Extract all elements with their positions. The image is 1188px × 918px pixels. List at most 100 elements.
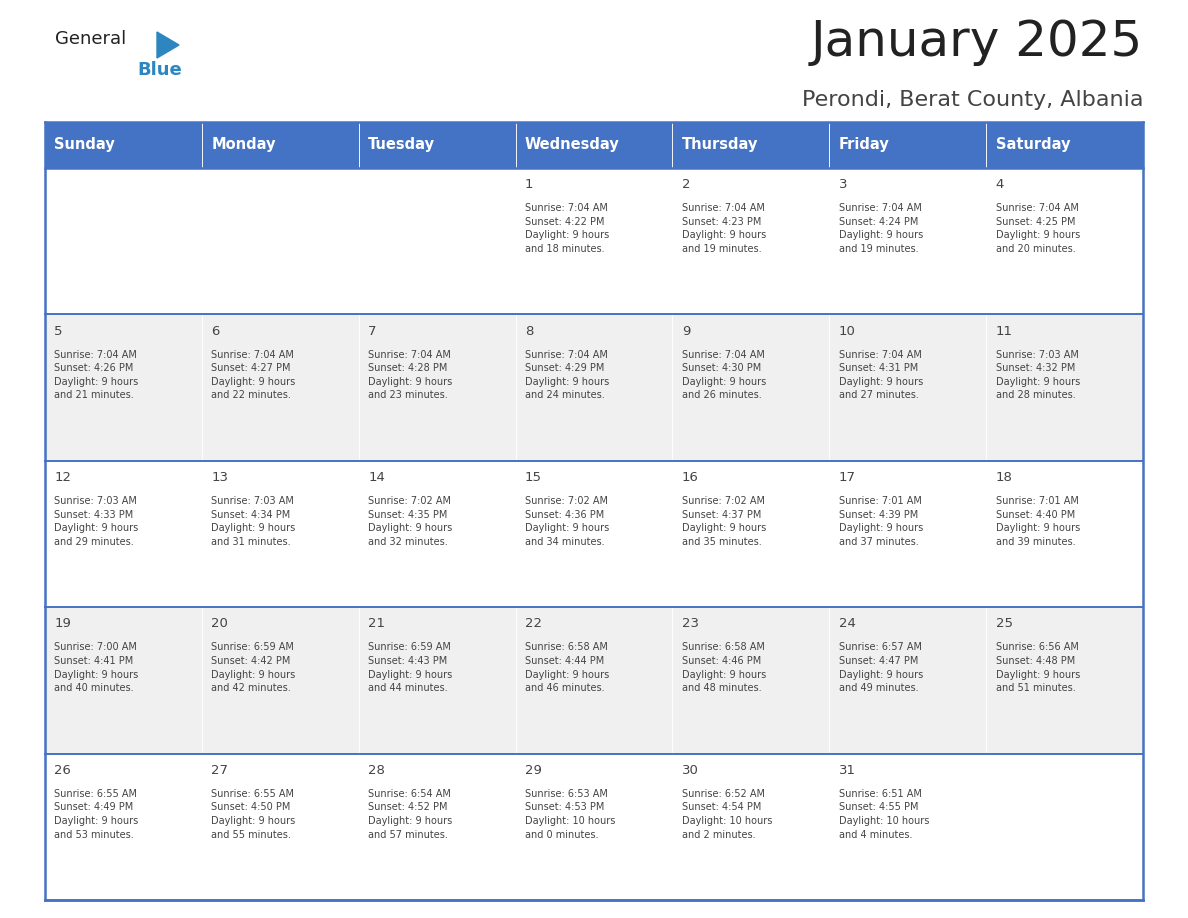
Text: Sunrise: 7:04 AM
Sunset: 4:31 PM
Daylight: 9 hours
and 27 minutes.: Sunrise: 7:04 AM Sunset: 4:31 PM Dayligh… [839,350,923,400]
Text: 21: 21 [368,618,385,631]
Text: 4: 4 [996,178,1004,191]
Bar [45,607,202,754]
Bar [202,168,359,314]
Text: Sunrise: 7:04 AM
Sunset: 4:23 PM
Daylight: 9 hours
and 19 minutes.: Sunrise: 7:04 AM Sunset: 4:23 PM Dayligh… [682,203,766,254]
Text: 26: 26 [55,764,71,777]
Bar [829,122,986,168]
Bar [516,754,672,900]
Text: Sunrise: 7:04 AM
Sunset: 4:26 PM
Daylight: 9 hours
and 21 minutes.: Sunrise: 7:04 AM Sunset: 4:26 PM Dayligh… [55,350,139,400]
Text: Thursday: Thursday [682,138,758,152]
Text: 25: 25 [996,618,1012,631]
Bar [986,461,1143,607]
Text: Saturday: Saturday [996,138,1070,152]
Text: Sunrise: 7:03 AM
Sunset: 4:32 PM
Daylight: 9 hours
and 28 minutes.: Sunrise: 7:03 AM Sunset: 4:32 PM Dayligh… [996,350,1080,400]
Text: Sunrise: 6:59 AM
Sunset: 4:42 PM
Daylight: 9 hours
and 42 minutes.: Sunrise: 6:59 AM Sunset: 4:42 PM Dayligh… [211,643,296,693]
Text: 10: 10 [839,325,855,338]
Bar [45,122,202,168]
Text: Wednesday: Wednesday [525,138,620,152]
Bar [986,122,1143,168]
Text: 13: 13 [211,471,228,484]
Bar [45,314,202,461]
Text: 22: 22 [525,618,542,631]
Text: Sunrise: 7:04 AM
Sunset: 4:29 PM
Daylight: 9 hours
and 24 minutes.: Sunrise: 7:04 AM Sunset: 4:29 PM Dayligh… [525,350,609,400]
Text: 30: 30 [682,764,699,777]
Text: 6: 6 [211,325,220,338]
Bar [672,314,829,461]
Text: Sunrise: 7:04 AM
Sunset: 4:25 PM
Daylight: 9 hours
and 20 minutes.: Sunrise: 7:04 AM Sunset: 4:25 PM Dayligh… [996,203,1080,254]
Bar [202,461,359,607]
Bar [672,122,829,168]
Text: Sunrise: 6:58 AM
Sunset: 4:44 PM
Daylight: 9 hours
and 46 minutes.: Sunrise: 6:58 AM Sunset: 4:44 PM Dayligh… [525,643,609,693]
Bar [829,461,986,607]
Bar [359,122,516,168]
Text: Sunrise: 6:52 AM
Sunset: 4:54 PM
Daylight: 10 hours
and 2 minutes.: Sunrise: 6:52 AM Sunset: 4:54 PM Dayligh… [682,789,772,840]
Text: Sunrise: 7:04 AM
Sunset: 4:24 PM
Daylight: 9 hours
and 19 minutes.: Sunrise: 7:04 AM Sunset: 4:24 PM Dayligh… [839,203,923,254]
Bar [986,314,1143,461]
Bar [986,607,1143,754]
Text: Sunrise: 6:55 AM
Sunset: 4:50 PM
Daylight: 9 hours
and 55 minutes.: Sunrise: 6:55 AM Sunset: 4:50 PM Dayligh… [211,789,296,840]
Text: Sunrise: 7:03 AM
Sunset: 4:34 PM
Daylight: 9 hours
and 31 minutes.: Sunrise: 7:03 AM Sunset: 4:34 PM Dayligh… [211,496,296,547]
Polygon shape [157,32,179,58]
Text: 29: 29 [525,764,542,777]
Text: Sunrise: 7:02 AM
Sunset: 4:35 PM
Daylight: 9 hours
and 32 minutes.: Sunrise: 7:02 AM Sunset: 4:35 PM Dayligh… [368,496,453,547]
Text: 2: 2 [682,178,690,191]
Text: 5: 5 [55,325,63,338]
Text: 24: 24 [839,618,855,631]
Bar [672,607,829,754]
Text: Sunrise: 7:01 AM
Sunset: 4:40 PM
Daylight: 9 hours
and 39 minutes.: Sunrise: 7:01 AM Sunset: 4:40 PM Dayligh… [996,496,1080,547]
Text: 28: 28 [368,764,385,777]
Text: 12: 12 [55,471,71,484]
Text: 14: 14 [368,471,385,484]
Text: 9: 9 [682,325,690,338]
Bar [672,168,829,314]
Bar [986,754,1143,900]
Bar [45,168,202,314]
Bar [202,754,359,900]
Text: Sunrise: 6:53 AM
Sunset: 4:53 PM
Daylight: 10 hours
and 0 minutes.: Sunrise: 6:53 AM Sunset: 4:53 PM Dayligh… [525,789,615,840]
Text: Sunrise: 7:00 AM
Sunset: 4:41 PM
Daylight: 9 hours
and 40 minutes.: Sunrise: 7:00 AM Sunset: 4:41 PM Dayligh… [55,643,139,693]
Text: Perondi, Berat County, Albania: Perondi, Berat County, Albania [802,90,1143,110]
Text: 18: 18 [996,471,1012,484]
Text: Sunday: Sunday [55,138,115,152]
Text: Sunrise: 6:59 AM
Sunset: 4:43 PM
Daylight: 9 hours
and 44 minutes.: Sunrise: 6:59 AM Sunset: 4:43 PM Dayligh… [368,643,453,693]
Text: Sunrise: 7:04 AM
Sunset: 4:22 PM
Daylight: 9 hours
and 18 minutes.: Sunrise: 7:04 AM Sunset: 4:22 PM Dayligh… [525,203,609,254]
Text: 16: 16 [682,471,699,484]
Text: 11: 11 [996,325,1012,338]
Text: Sunrise: 7:04 AM
Sunset: 4:30 PM
Daylight: 9 hours
and 26 minutes.: Sunrise: 7:04 AM Sunset: 4:30 PM Dayligh… [682,350,766,400]
Bar [45,754,202,900]
Bar [829,607,986,754]
Text: Sunrise: 6:51 AM
Sunset: 4:55 PM
Daylight: 10 hours
and 4 minutes.: Sunrise: 6:51 AM Sunset: 4:55 PM Dayligh… [839,789,929,840]
Text: Sunrise: 7:02 AM
Sunset: 4:37 PM
Daylight: 9 hours
and 35 minutes.: Sunrise: 7:02 AM Sunset: 4:37 PM Dayligh… [682,496,766,547]
Bar [516,461,672,607]
Bar [672,461,829,607]
Text: 27: 27 [211,764,228,777]
Text: Sunrise: 7:02 AM
Sunset: 4:36 PM
Daylight: 9 hours
and 34 minutes.: Sunrise: 7:02 AM Sunset: 4:36 PM Dayligh… [525,496,609,547]
Text: 1: 1 [525,178,533,191]
Text: 19: 19 [55,618,71,631]
Text: Sunrise: 6:54 AM
Sunset: 4:52 PM
Daylight: 9 hours
and 57 minutes.: Sunrise: 6:54 AM Sunset: 4:52 PM Dayligh… [368,789,453,840]
Text: Friday: Friday [839,138,890,152]
Text: Sunrise: 6:55 AM
Sunset: 4:49 PM
Daylight: 9 hours
and 53 minutes.: Sunrise: 6:55 AM Sunset: 4:49 PM Dayligh… [55,789,139,840]
Bar [359,314,516,461]
Text: 7: 7 [368,325,377,338]
Text: 23: 23 [682,618,699,631]
Bar [202,314,359,461]
Bar [202,122,359,168]
Text: Sunrise: 7:03 AM
Sunset: 4:33 PM
Daylight: 9 hours
and 29 minutes.: Sunrise: 7:03 AM Sunset: 4:33 PM Dayligh… [55,496,139,547]
Text: Sunrise: 6:58 AM
Sunset: 4:46 PM
Daylight: 9 hours
and 48 minutes.: Sunrise: 6:58 AM Sunset: 4:46 PM Dayligh… [682,643,766,693]
Text: 17: 17 [839,471,855,484]
Bar [359,607,516,754]
Bar [202,607,359,754]
Bar [516,607,672,754]
Bar [359,168,516,314]
Text: 3: 3 [839,178,847,191]
Text: Sunrise: 6:56 AM
Sunset: 4:48 PM
Daylight: 9 hours
and 51 minutes.: Sunrise: 6:56 AM Sunset: 4:48 PM Dayligh… [996,643,1080,693]
Bar [516,168,672,314]
Text: Sunrise: 7:01 AM
Sunset: 4:39 PM
Daylight: 9 hours
and 37 minutes.: Sunrise: 7:01 AM Sunset: 4:39 PM Dayligh… [839,496,923,547]
Text: 8: 8 [525,325,533,338]
Text: January 2025: January 2025 [810,18,1143,66]
Text: 31: 31 [839,764,855,777]
Text: 15: 15 [525,471,542,484]
Bar [516,314,672,461]
Bar [829,314,986,461]
